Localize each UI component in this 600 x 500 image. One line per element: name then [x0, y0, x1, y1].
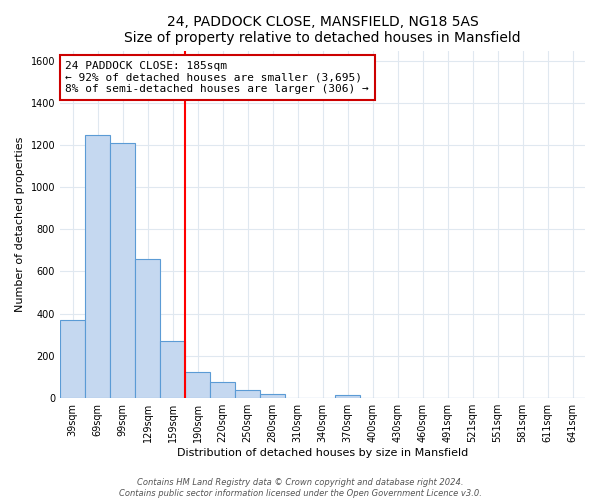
Text: Contains HM Land Registry data © Crown copyright and database right 2024.
Contai: Contains HM Land Registry data © Crown c…	[119, 478, 481, 498]
Y-axis label: Number of detached properties: Number of detached properties	[15, 136, 25, 312]
Text: 24 PADDOCK CLOSE: 185sqm
← 92% of detached houses are smaller (3,695)
8% of semi: 24 PADDOCK CLOSE: 185sqm ← 92% of detach…	[65, 61, 369, 94]
Bar	[185, 372, 210, 398]
X-axis label: Distribution of detached houses by size in Mansfield: Distribution of detached houses by size …	[177, 448, 468, 458]
Bar	[60, 320, 85, 398]
Bar	[160, 341, 185, 398]
Bar	[110, 143, 135, 398]
Bar	[260, 394, 285, 398]
Bar	[210, 382, 235, 398]
Title: 24, PADDOCK CLOSE, MANSFIELD, NG18 5AS
Size of property relative to detached hou: 24, PADDOCK CLOSE, MANSFIELD, NG18 5AS S…	[124, 15, 521, 45]
Bar	[235, 390, 260, 398]
Bar	[85, 134, 110, 398]
Bar	[335, 394, 360, 398]
Bar	[135, 259, 160, 398]
